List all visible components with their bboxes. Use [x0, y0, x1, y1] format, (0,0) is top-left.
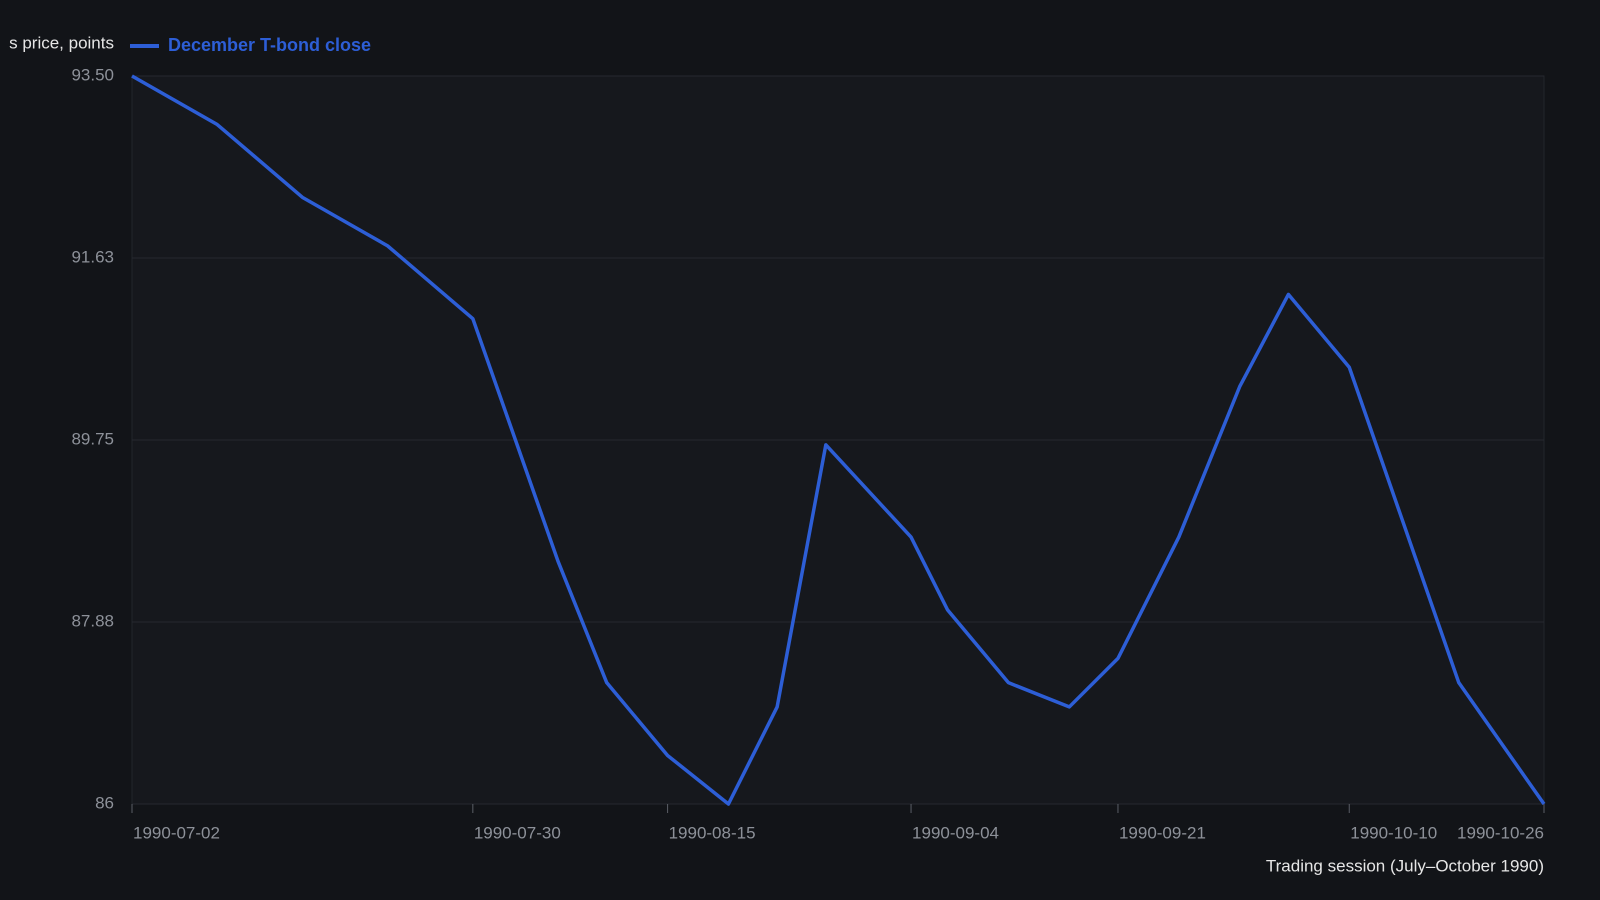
- y-tick-label: 93.50: [71, 65, 114, 84]
- y-tick-label: 91.63: [71, 247, 114, 266]
- y-tick-label: 89.75: [71, 429, 114, 448]
- x-tick-label: 1990-07-02: [133, 823, 220, 842]
- x-tick-label: 1990-07-30: [474, 823, 561, 842]
- x-tick-label: 1990-09-04: [912, 823, 999, 842]
- y-tick-label: 86: [95, 793, 114, 812]
- line-series: [131, 74, 1546, 806]
- x-tick-label: 1990-09-21: [1119, 823, 1206, 842]
- x-tick-label: 1990-08-15: [669, 823, 756, 842]
- y-tick-label: 87.88: [71, 611, 114, 630]
- x-tick-label: 1990-10-26: [1457, 823, 1544, 842]
- y-axis-label: s price, points: [9, 33, 114, 52]
- x-tick-label: 1990-10-10: [1350, 823, 1437, 842]
- x-axis-label: Trading session (July–October 1990): [1266, 856, 1544, 875]
- legend-label: December T-bond close: [168, 35, 371, 55]
